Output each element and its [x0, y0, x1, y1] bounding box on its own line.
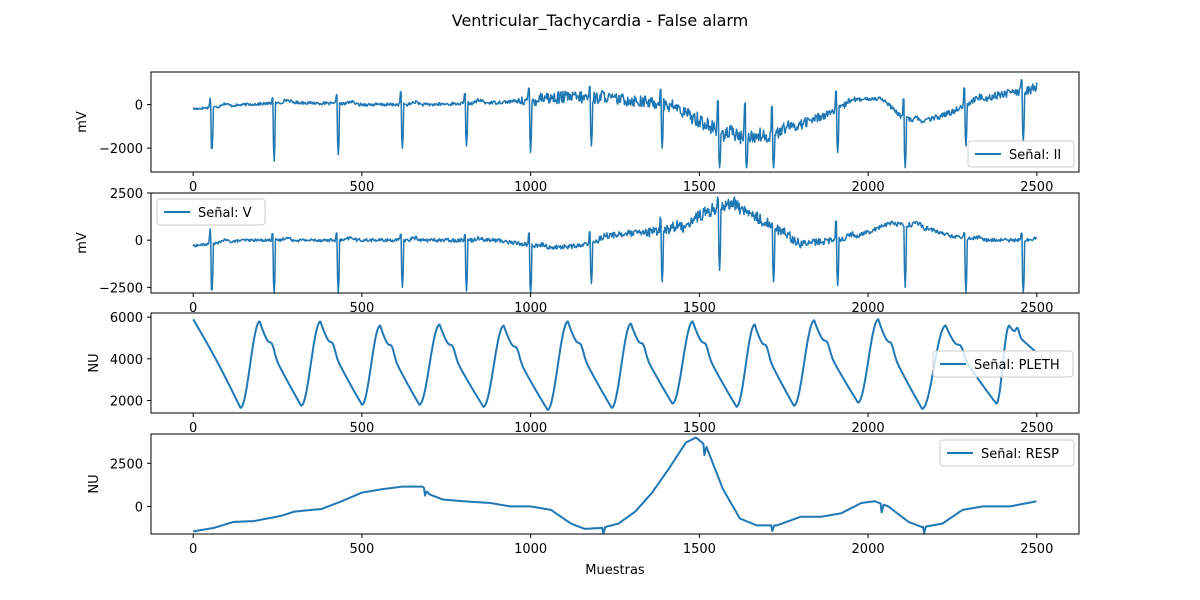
legend-label-ii: Señal: II	[1009, 148, 1061, 163]
legend-box-v	[156, 198, 266, 226]
y-tick-label: −2500	[99, 281, 143, 296]
x-tick-label: 2000	[852, 180, 885, 195]
x-tick-label: 1000	[514, 421, 547, 436]
x-ticks-pleth: 0 500 1000 1500 2000 2500	[189, 413, 1053, 436]
x-tick-label: 1500	[683, 180, 716, 195]
figure-title: Ventricular_Tachycardia - False alarm	[452, 11, 749, 31]
y-axis-label-ii: mV	[75, 111, 90, 133]
x-tick-label: 0	[189, 301, 197, 316]
x-tick-label: 1500	[683, 421, 716, 436]
x-ticks-resp: 0 500 1000 1500 2000 2500	[189, 534, 1053, 557]
axes-frame-v	[150, 192, 1080, 294]
legend-label-resp: Señal: RESP	[981, 447, 1059, 462]
y-tick-label: 0	[135, 234, 143, 249]
legend-label-v: Señal: V	[198, 206, 252, 221]
y-tick-label: 2000	[110, 395, 143, 410]
x-tick-label: 0	[189, 542, 197, 557]
x-tick-label: 500	[349, 301, 374, 316]
x-tick-label: 2000	[852, 421, 885, 436]
series-line-pleth	[192, 318, 1038, 411]
subplot-resp: NU 2500 0 0 500 1000 1500 2000 2500 Señal: RES…	[87, 433, 1080, 557]
legend-box-resp	[939, 439, 1075, 467]
series-line-v	[192, 196, 1037, 293]
legend-pleth: Señal: PLETH	[932, 350, 1074, 378]
x-tick-label: 1500	[683, 301, 716, 316]
y-axis-label-resp: NU	[87, 474, 102, 493]
x-tick-label: 2000	[852, 301, 885, 316]
y-tick-label: −2000	[99, 142, 143, 157]
y-ticks-ii: 0 −2000	[99, 99, 151, 157]
y-tick-label: 6000	[110, 311, 143, 326]
x-tick-label: 500	[349, 180, 374, 195]
legend-label-pleth: Señal: PLETH	[974, 358, 1060, 373]
x-tick-label: 0	[189, 421, 197, 436]
legend-ii: Señal: II	[967, 140, 1075, 168]
subplot-ii: mV 0 −2000 0 500 1000 1500 2000 2500 Señal: II	[75, 71, 1080, 195]
series-line-resp	[193, 436, 1037, 534]
y-tick-label: 4000	[110, 353, 143, 368]
x-tick-label: 500	[349, 542, 374, 557]
y-axis-label-v: mV	[75, 232, 90, 254]
y-axis-label-pleth: NU	[87, 353, 102, 372]
x-ticks-ii: 0 500 1000 1500 2000 2500	[189, 172, 1053, 195]
legend-resp: Señal: RESP	[939, 439, 1075, 467]
x-tick-label: 2000	[852, 542, 885, 557]
x-tick-label: 500	[349, 421, 374, 436]
axes-frame-resp	[150, 433, 1080, 535]
y-tick-label: 0	[135, 99, 143, 114]
y-ticks-pleth: 6000 4000 2000	[110, 311, 151, 410]
x-tick-label: 2500	[1020, 180, 1053, 195]
y-ticks-resp: 2500 0	[110, 457, 151, 515]
x-tick-label: 2500	[1020, 542, 1053, 557]
axes-frame-ii	[150, 71, 1080, 173]
legend-box-pleth	[932, 350, 1074, 378]
y-ticks-v: 2500 0 −2500	[99, 187, 151, 296]
axes-frame-pleth	[150, 312, 1080, 414]
x-tick-label: 1000	[514, 180, 547, 195]
series-line-ii	[192, 78, 1038, 169]
legend-box-ii	[967, 140, 1075, 168]
x-axis-label: Muestras	[585, 563, 645, 578]
x-tick-label: 1500	[683, 542, 716, 557]
y-tick-label: 2500	[110, 187, 143, 202]
subplot-pleth: NU 6000 4000 2000 0 500 1000 1500 2000 2500 Señ…	[87, 311, 1080, 436]
legend-v: Señal: V	[156, 198, 266, 226]
x-ticks-v: 0 500 1000 1500 2000 2500	[189, 293, 1053, 316]
x-tick-label: 1000	[514, 301, 547, 316]
x-tick-label: 2500	[1020, 421, 1053, 436]
x-tick-label: 1000	[514, 542, 547, 557]
y-tick-label: 2500	[110, 457, 143, 472]
subplot-v: mV 2500 0 −2500 0 500 1000 1500 2000 2500 Señal…	[75, 187, 1080, 316]
y-tick-label: 0	[135, 500, 143, 515]
x-tick-label: 2500	[1020, 301, 1053, 316]
x-tick-label: 0	[189, 180, 197, 195]
